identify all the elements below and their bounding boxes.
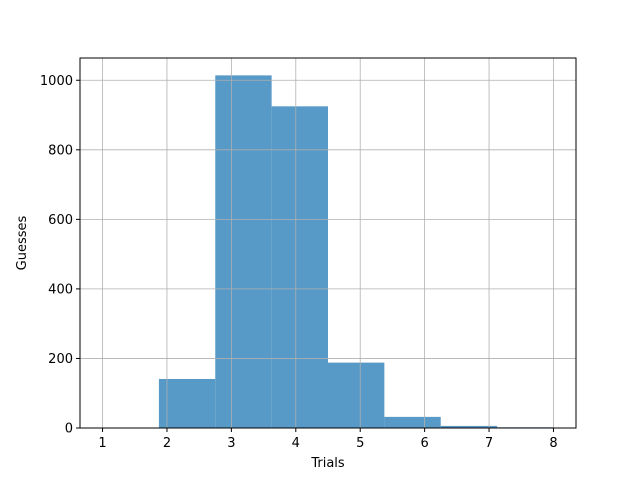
y-tick-label: 200 <box>48 352 73 367</box>
axis-ticks: 1 2 3 4 5 6 7 8 0 200 400 600 800 1000 <box>40 74 558 451</box>
x-tick-label: 3 <box>227 436 235 451</box>
x-tick-label: 5 <box>356 436 364 451</box>
x-tick-label: 2 <box>163 436 171 451</box>
x-tick-label: 1 <box>98 436 106 451</box>
histogram-bar <box>440 425 498 428</box>
y-tick-label: 400 <box>48 282 73 297</box>
histogram-bars <box>158 75 554 429</box>
histogram-bar <box>158 378 216 428</box>
x-tick-label: 4 <box>292 436 300 451</box>
plot-frame <box>79 57 577 429</box>
x-tick-label: 7 <box>485 436 493 451</box>
y-tick-label: 800 <box>48 143 73 158</box>
histogram-bar <box>215 75 272 429</box>
y-axis-label: Guesses <box>15 215 30 270</box>
histogram-bar <box>328 362 385 428</box>
histogram-bar <box>384 416 441 428</box>
y-tick-label: 600 <box>48 213 73 228</box>
y-tick-label: 0 <box>65 422 73 437</box>
y-tick-label: 1000 <box>40 74 73 89</box>
x-tick-label: 6 <box>420 436 428 451</box>
histogram-bar <box>271 106 328 429</box>
x-tick-label: 8 <box>549 436 557 451</box>
grid-lines <box>80 58 576 429</box>
x-axis-label: Trials <box>310 456 345 471</box>
